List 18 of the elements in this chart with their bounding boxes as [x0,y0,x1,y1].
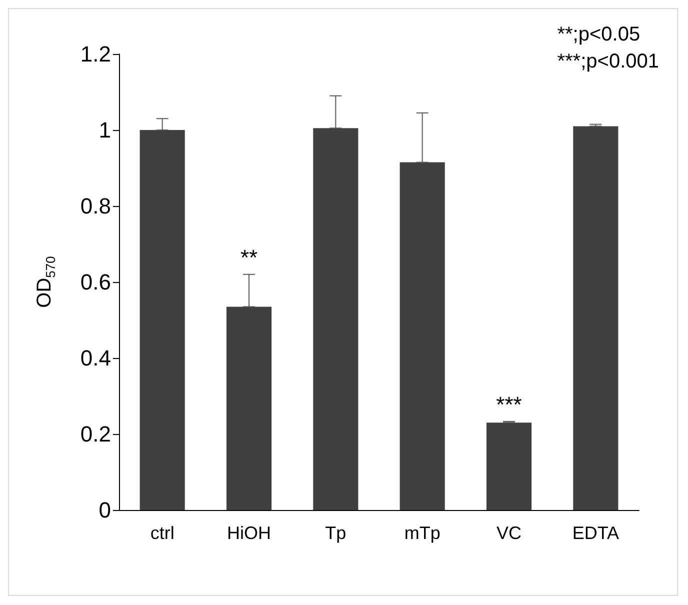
y-tick-label: 0.8 [80,194,111,218]
x-tick-label: mTp [404,523,440,543]
x-tick-label: VC [496,523,522,543]
text: **;p<0.05 [557,24,640,46]
y-tick-label: 0.4 [80,346,111,370]
annotation: ***;p<0.001 [557,50,660,72]
y-tick-label: 1 [98,118,111,142]
y-tick-label: 0.2 [80,422,111,446]
x-tick-label: ctrl [150,523,174,543]
y-tick-label: 0.6 [80,270,111,294]
y-tick-label: 0 [98,498,111,522]
x-tick-label: Tp [325,523,346,543]
annotation: ** [240,244,258,270]
x-tick-label: HiOH [227,523,271,543]
y-tick-label: 1.2 [80,42,111,66]
x-tick-label: EDTA [572,523,620,543]
annotation: *** [496,392,522,417]
y-axis-title: OD570 [34,256,58,308]
